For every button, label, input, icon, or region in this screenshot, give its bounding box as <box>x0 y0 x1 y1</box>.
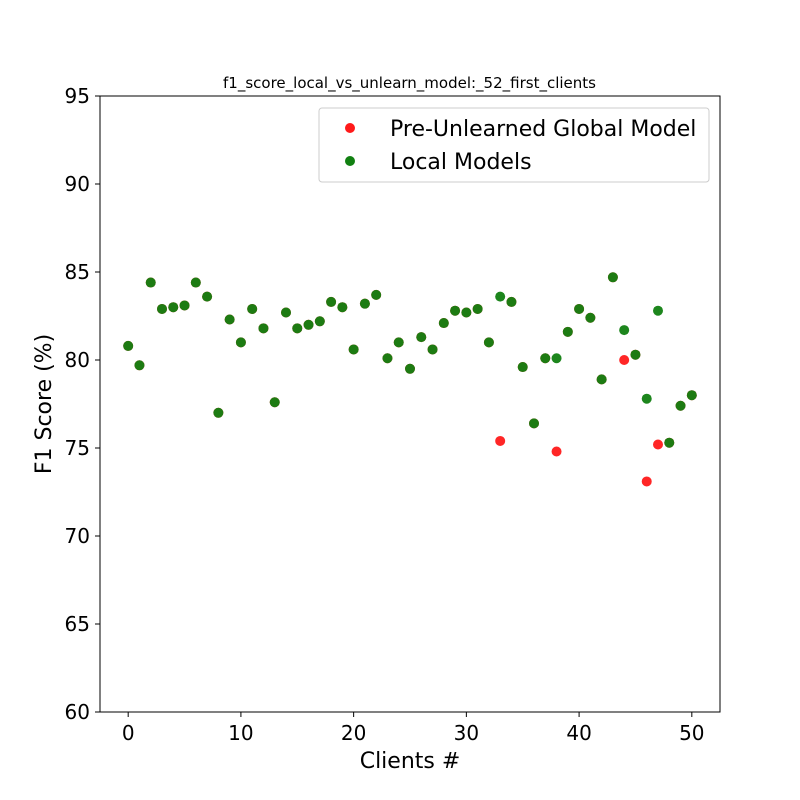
data-point <box>529 418 539 429</box>
data-point <box>630 349 641 360</box>
data-point <box>235 337 246 348</box>
data-point <box>359 298 370 309</box>
data-point <box>393 337 404 348</box>
data-point <box>326 296 337 307</box>
y-axis-label: F1 Score (%) <box>32 334 57 474</box>
data-point <box>619 325 630 336</box>
data-point <box>416 332 427 343</box>
data-point <box>213 407 224 418</box>
x-tick-label: 50 <box>679 721 704 745</box>
chart-title: f1_score_local_vs_unlearn_model:_52_firs… <box>223 74 596 93</box>
data-point <box>495 291 506 302</box>
data-point <box>653 439 663 450</box>
x-axis-ticks: 0 10 20 30 40 50 <box>122 712 705 745</box>
y-tick-label: 65 <box>65 612 90 636</box>
data-point <box>686 390 697 401</box>
data-point <box>596 374 607 385</box>
data-point <box>348 344 359 355</box>
data-point <box>123 340 134 351</box>
data-points <box>123 272 697 487</box>
legend-marker <box>345 123 355 133</box>
data-point <box>585 312 596 323</box>
data-point <box>675 400 686 411</box>
data-point <box>517 362 528 373</box>
data-point <box>641 476 652 487</box>
data-point <box>134 360 145 371</box>
data-point <box>472 303 483 314</box>
data-point <box>292 323 303 334</box>
data-point <box>551 446 562 457</box>
data-point <box>607 272 618 283</box>
x-axis-label: Clients # <box>360 749 461 774</box>
data-point <box>506 296 517 307</box>
data-point <box>450 305 461 316</box>
data-point <box>202 291 213 302</box>
series-0 <box>123 272 697 487</box>
data-point <box>664 437 675 448</box>
data-point <box>371 289 382 300</box>
data-point <box>483 337 494 348</box>
x-tick-label: 0 <box>122 721 135 745</box>
legend-marker <box>345 156 355 166</box>
data-point <box>382 353 393 364</box>
legend-box <box>318 107 710 183</box>
legend-label: Pre-Unlearned Global Model <box>390 117 696 142</box>
data-point <box>258 323 269 334</box>
data-point <box>157 303 167 314</box>
data-point <box>337 302 348 313</box>
data-point <box>190 277 201 288</box>
y-axis-ticks: 60 65 70 75 80 85 90 95 <box>65 84 100 724</box>
y-tick-label: 60 <box>65 700 90 724</box>
data-point <box>653 305 663 316</box>
data-point <box>247 303 258 314</box>
x-tick-label: 30 <box>454 721 479 745</box>
data-point <box>168 302 179 313</box>
y-tick-label: 70 <box>65 524 90 548</box>
x-tick-label: 10 <box>228 721 253 745</box>
data-point <box>438 318 449 329</box>
plot-frame <box>99 95 721 713</box>
data-point <box>314 316 325 327</box>
data-point <box>641 393 652 404</box>
data-point <box>179 300 190 311</box>
x-tick-label: 40 <box>566 721 591 745</box>
data-point <box>562 326 573 337</box>
y-tick-label: 90 <box>65 172 90 196</box>
data-point <box>269 397 280 408</box>
data-point <box>540 353 551 364</box>
data-point <box>427 344 438 355</box>
data-point <box>303 319 314 330</box>
data-point <box>461 307 472 318</box>
legend-label: Local Models <box>390 150 532 175</box>
data-point <box>619 355 630 365</box>
y-tick-label: 80 <box>65 348 90 372</box>
data-point <box>145 277 156 288</box>
y-tick-label: 85 <box>65 260 90 284</box>
data-point <box>281 307 291 318</box>
y-tick-label: 75 <box>65 436 90 460</box>
data-point <box>495 435 506 446</box>
x-tick-label: 20 <box>341 721 366 745</box>
legend: Pre-Unlearned Global Model Local Models <box>318 107 710 183</box>
data-point <box>574 303 585 314</box>
data-point <box>224 314 235 325</box>
series-1 <box>123 272 697 448</box>
data-point <box>551 353 562 364</box>
data-point <box>405 363 415 374</box>
y-tick-label: 95 <box>65 84 90 108</box>
